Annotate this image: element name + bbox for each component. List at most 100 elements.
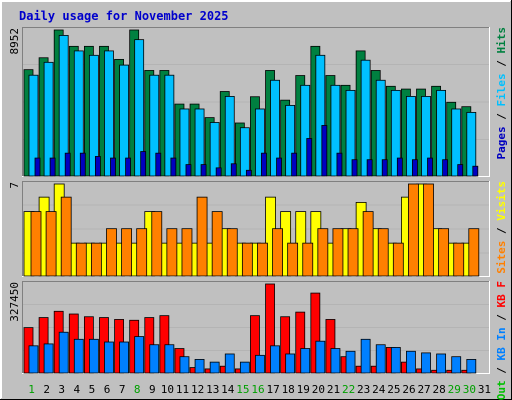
bar-kb-in-day-26 <box>406 350 416 374</box>
bar-pages-day-19 <box>306 138 313 177</box>
x-tick-label: 28 <box>433 383 446 396</box>
bar-kb-f-day-18 <box>280 316 291 374</box>
x-tick-label: 2 <box>43 383 50 396</box>
bar-kb-in-day-21 <box>330 348 341 374</box>
bar-pages-day-22 <box>351 159 358 177</box>
bar-kb-in-day-28 <box>436 353 447 374</box>
bar-kb-in-day-19 <box>300 348 311 374</box>
bar-sites-day-3 <box>60 196 72 277</box>
bar-sites-day-24 <box>377 228 389 277</box>
bar-files-day-12 <box>194 108 205 177</box>
x-tick-label: 25 <box>387 383 400 396</box>
legend-pages: Pages <box>495 126 508 159</box>
bar-sites-day-21 <box>332 228 344 277</box>
y-max-label-1: 8952 <box>8 28 21 55</box>
bar-sites-day-2 <box>45 211 57 277</box>
series-kb-f <box>23 283 472 374</box>
bar-kb-in-day-16 <box>255 354 265 374</box>
x-tick-label: 15 <box>236 383 249 396</box>
bar-kb-f-day-10 <box>159 315 170 374</box>
x-tick-label: 4 <box>74 383 81 396</box>
x-tick-label: 21 <box>327 383 340 396</box>
bar-files-day-30 <box>466 111 477 177</box>
bar-files-day-18 <box>285 104 296 177</box>
bar-kb-f-day-21 <box>325 319 336 374</box>
bar-kb-in-day-24 <box>375 344 386 374</box>
bar-pages-day-13 <box>215 167 222 177</box>
x-tick-label: 30 <box>463 383 476 396</box>
x-tick-label: 7 <box>119 383 126 396</box>
x-tick-label: 26 <box>402 383 415 396</box>
bar-kb-in-day-17 <box>270 345 280 374</box>
bar-sites-day-11 <box>181 228 193 277</box>
bar-pages-day-20 <box>321 125 328 177</box>
series-pages <box>34 125 479 177</box>
bar-kb-in-day-12 <box>194 359 205 374</box>
bar-sites-day-8 <box>136 228 148 277</box>
bar-pages-day-17 <box>276 157 282 177</box>
x-tick-label: 18 <box>282 383 295 396</box>
bar-files-day-3 <box>58 35 69 177</box>
legend-sites: Sites <box>495 241 508 274</box>
bar-files-day-11 <box>179 108 190 177</box>
x-tick-label: 8 <box>134 383 141 396</box>
bar-sites-day-12 <box>196 196 208 277</box>
bar-pages-day-12 <box>200 164 207 177</box>
x-tick-label: 9 <box>149 383 156 396</box>
bar-files-day-16 <box>255 108 265 177</box>
bar-kb-in-day-11 <box>179 356 190 374</box>
legend-kb-in: KB In <box>495 327 508 360</box>
bar-pages-day-10 <box>170 157 177 177</box>
bar-files-day-20 <box>315 54 326 177</box>
bar-sites-day-14 <box>226 228 238 277</box>
bar-kb-in-day-10 <box>164 344 175 374</box>
series-files <box>28 35 477 177</box>
x-tick-label: 17 <box>266 383 279 396</box>
bar-sites-day-5 <box>90 242 102 277</box>
panel-3: 327450 KB Out / KB In / KB F <box>8 281 508 400</box>
bar-sites-day-4 <box>75 242 87 277</box>
panel-2: 7 Sites / Visits <box>8 181 508 277</box>
bar-kb-in-day-27 <box>421 352 431 374</box>
bar-sites-day-10 <box>166 228 178 277</box>
bar-files-day-27 <box>421 96 431 177</box>
bar-files-day-23 <box>360 59 371 177</box>
y-max-label-3: 327450 <box>8 282 21 322</box>
bar-pages-day-5 <box>94 156 101 177</box>
bar-kb-in-day-14 <box>224 353 235 374</box>
bar-pages-day-11 <box>185 164 192 177</box>
x-tick-label: 19 <box>297 383 310 396</box>
bar-sites-day-6 <box>106 228 117 277</box>
bar-kb-in-day-8 <box>134 336 145 374</box>
x-tick-label: 20 <box>312 383 325 396</box>
bar-files-day-6 <box>104 50 114 177</box>
bar-kb-in-day-20 <box>315 340 326 374</box>
bar-kb-in-day-3 <box>58 331 69 374</box>
series-visits <box>23 183 473 277</box>
bar-files-day-26 <box>406 96 416 177</box>
bar-files-day-19 <box>300 84 311 177</box>
bar-kb-f-day-19 <box>295 311 306 374</box>
bar-pages-day-2 <box>49 157 56 177</box>
chart-title: Daily usage for November 2025 <box>19 9 229 23</box>
bar-pages-day-16 <box>261 152 267 177</box>
bar-pages-day-29 <box>457 164 464 177</box>
x-tick-label: 24 <box>372 383 386 396</box>
x-axis-day-labels: 1 2 3 4 5 6 7 8 9 10 11 12 13 14 15 16 17 18 19 20 21 22 23 24 2… <box>28 383 491 396</box>
bar-files-day-9 <box>149 74 160 177</box>
bar-kb-in-day-25 <box>390 347 401 374</box>
x-tick-label: 29 <box>448 383 461 396</box>
bar-files-day-1 <box>28 74 39 177</box>
bar-sites-day-13 <box>211 211 223 277</box>
x-tick-label: 13 <box>206 383 219 396</box>
bar-files-day-2 <box>43 61 54 177</box>
bar-pages-day-23 <box>366 159 373 177</box>
x-tick-label: 14 <box>221 383 235 396</box>
bar-files-day-5 <box>88 54 99 177</box>
bar-pages-day-6 <box>110 157 116 177</box>
bar-pages-day-9 <box>155 152 162 177</box>
bar-kb-in-day-23 <box>360 338 371 374</box>
bar-files-day-10 <box>164 74 175 177</box>
side-legend-2: Sites / Visits <box>495 181 508 274</box>
